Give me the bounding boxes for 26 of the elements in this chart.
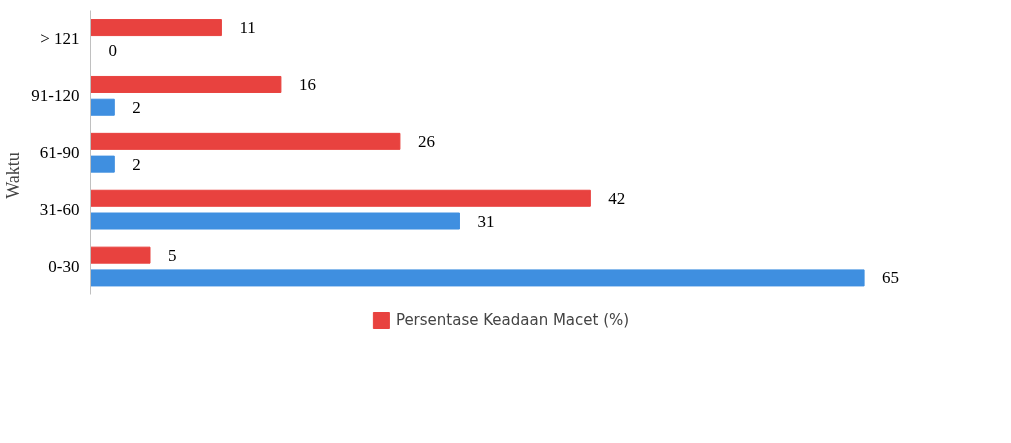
bar (90, 155, 115, 173)
data-label: 0 (108, 40, 117, 60)
bar (90, 75, 282, 93)
bar (90, 189, 591, 207)
bar (90, 246, 151, 264)
bar (90, 19, 222, 37)
y-tick-label: > 121 (40, 29, 80, 49)
data-label: 2 (132, 97, 141, 117)
bar (90, 212, 460, 230)
data-label: 31 (477, 211, 495, 231)
y-tick-label: 0-30 (48, 257, 80, 277)
bar (90, 98, 115, 116)
data-label: 42 (608, 188, 626, 208)
data-label: 11 (239, 18, 256, 38)
y-tick-label: 91-120 (31, 86, 80, 106)
data-label: 65 (882, 268, 900, 288)
y-tick-label: 31-60 (39, 200, 80, 220)
data-label: 5 (168, 245, 177, 265)
bar (90, 269, 865, 287)
data-label: 26 (417, 131, 435, 151)
legend-label: Persentase Keadaan Macet (%) (395, 311, 630, 329)
y-tick-label: 61-90 (39, 143, 80, 163)
data-label: 2 (132, 154, 141, 174)
y-axis-title: Waktu (3, 152, 24, 199)
bar (90, 132, 401, 150)
data-label: 16 (298, 74, 316, 94)
